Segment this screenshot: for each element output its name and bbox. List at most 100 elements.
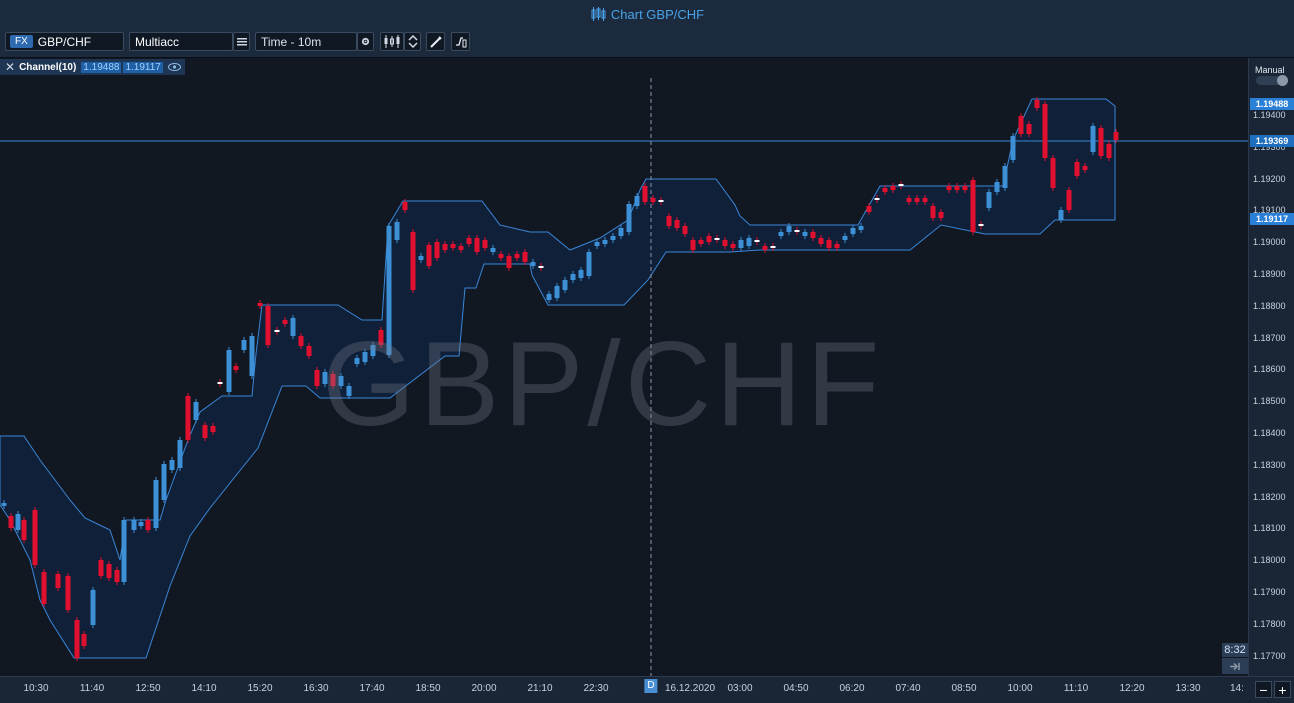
up-down-button[interactable] (404, 32, 421, 51)
candle-bearish (874, 198, 880, 200)
candle-bearish (145, 520, 151, 530)
timeframe-settings-button[interactable] (357, 32, 374, 51)
candle-bearish (306, 346, 312, 356)
candle-bullish (1058, 210, 1064, 220)
price-tick: 1.18400 (1253, 428, 1286, 438)
candle-bullish (994, 182, 1000, 192)
time-tick: 12:20 (1119, 683, 1145, 694)
pencil-icon (429, 35, 442, 48)
candle-bearish (794, 230, 800, 232)
candle-bearish (378, 330, 384, 345)
candle-bearish (8, 516, 14, 528)
candle-bearish (762, 246, 768, 250)
candle-bearish (1050, 158, 1056, 188)
candle-bullish (153, 480, 159, 528)
candle-bearish (866, 206, 872, 212)
candle-bullish (322, 372, 328, 384)
candle-bullish (386, 226, 392, 355)
candle-bearish (202, 425, 208, 438)
mode-label: Manual (1255, 65, 1285, 75)
candle-bearish (1113, 132, 1119, 140)
candle-bearish (98, 560, 104, 576)
indicator-button[interactable] (451, 32, 470, 51)
candle-bearish (65, 576, 71, 610)
auto-scale-toggle[interactable] (1256, 75, 1288, 86)
time-tick: 03:00 (727, 683, 753, 694)
price-axis-panel[interactable] (1248, 58, 1294, 676)
candle-bullish (249, 336, 255, 376)
candle-bullish (177, 440, 183, 468)
candle-bearish (826, 240, 832, 248)
candle-bullish (490, 248, 496, 252)
up-down-icon (407, 35, 418, 48)
time-tick: 06:20 (839, 683, 865, 694)
candle-bearish (1106, 144, 1112, 158)
candle-bullish (15, 514, 21, 530)
candle-bearish (674, 220, 680, 228)
menu-button[interactable] (233, 32, 250, 51)
zoom-in-button[interactable]: + (1274, 681, 1291, 698)
candle-bearish (538, 266, 544, 268)
candle-bullish (338, 376, 344, 386)
indicator-name: Channel(10) (19, 61, 77, 73)
candle-type-button[interactable] (380, 32, 404, 51)
candle-bullish (121, 520, 127, 582)
candle-bearish (754, 240, 760, 242)
price-tick: 1.18900 (1253, 269, 1286, 279)
time-tick: 17:40 (359, 683, 385, 694)
candle-bullish (610, 236, 616, 240)
candle-bearish (1066, 190, 1072, 210)
price-tick: 1.17900 (1253, 587, 1286, 597)
candle-bearish (506, 256, 512, 268)
candle-bearish (265, 306, 271, 345)
candle-bullish (570, 274, 576, 280)
candle-bullish (418, 256, 424, 260)
time-tick: 10:30 (23, 683, 49, 694)
candle-bearish (482, 240, 488, 248)
close-icon[interactable]: ✕ (5, 60, 16, 74)
scroll-to-end-button[interactable] (1222, 658, 1248, 674)
candle-bullish (362, 352, 368, 362)
time-tick: 13:30 (1175, 683, 1201, 694)
candle-bearish (442, 244, 448, 250)
candle-bearish (706, 236, 712, 242)
candle-bearish (1042, 104, 1048, 158)
candle-bullish (226, 350, 232, 392)
time-tick: 18:50 (415, 683, 441, 694)
candle-bearish (914, 198, 920, 202)
time-tick: 15:20 (247, 683, 273, 694)
candle-bearish (522, 252, 528, 262)
account-label: Multiacc (135, 34, 180, 49)
price-tick: 1.18100 (1253, 523, 1286, 534)
account-selector[interactable]: Multiacc (129, 32, 233, 51)
eye-icon[interactable] (167, 63, 181, 71)
candle-bullish (850, 228, 856, 234)
candle-bullish (802, 232, 808, 236)
candle-bearish (257, 303, 263, 306)
draw-button[interactable] (426, 32, 445, 51)
zoom-out-button[interactable]: − (1255, 681, 1272, 698)
candle-bullish (554, 286, 560, 298)
candle-bearish (930, 206, 936, 218)
price-tick: 1.19200 (1253, 173, 1286, 184)
candle-bearish (450, 244, 456, 248)
candle-bearish (698, 240, 704, 244)
candle-bullish (1, 503, 7, 506)
candle-bearish (722, 240, 728, 246)
instrument-selector[interactable]: FX GBP/CHF (5, 32, 124, 51)
chart-area[interactable] (0, 58, 1248, 676)
candle-bearish (41, 572, 47, 604)
gear-icon (361, 37, 370, 46)
candle-bullish (241, 340, 247, 350)
price-chart[interactable] (0, 58, 1248, 676)
candle-bearish (906, 198, 912, 202)
candle-bullish (138, 522, 144, 526)
candle-bearish (1098, 128, 1104, 156)
candle-bearish (434, 242, 440, 258)
candle-bearish (922, 198, 928, 202)
candle-bullish (778, 232, 784, 236)
candle-bearish (1034, 100, 1040, 108)
timeframe-selector[interactable]: Time - 10m (255, 32, 357, 51)
time-tick: 12:50 (135, 683, 161, 694)
candle-bearish (1082, 166, 1088, 170)
